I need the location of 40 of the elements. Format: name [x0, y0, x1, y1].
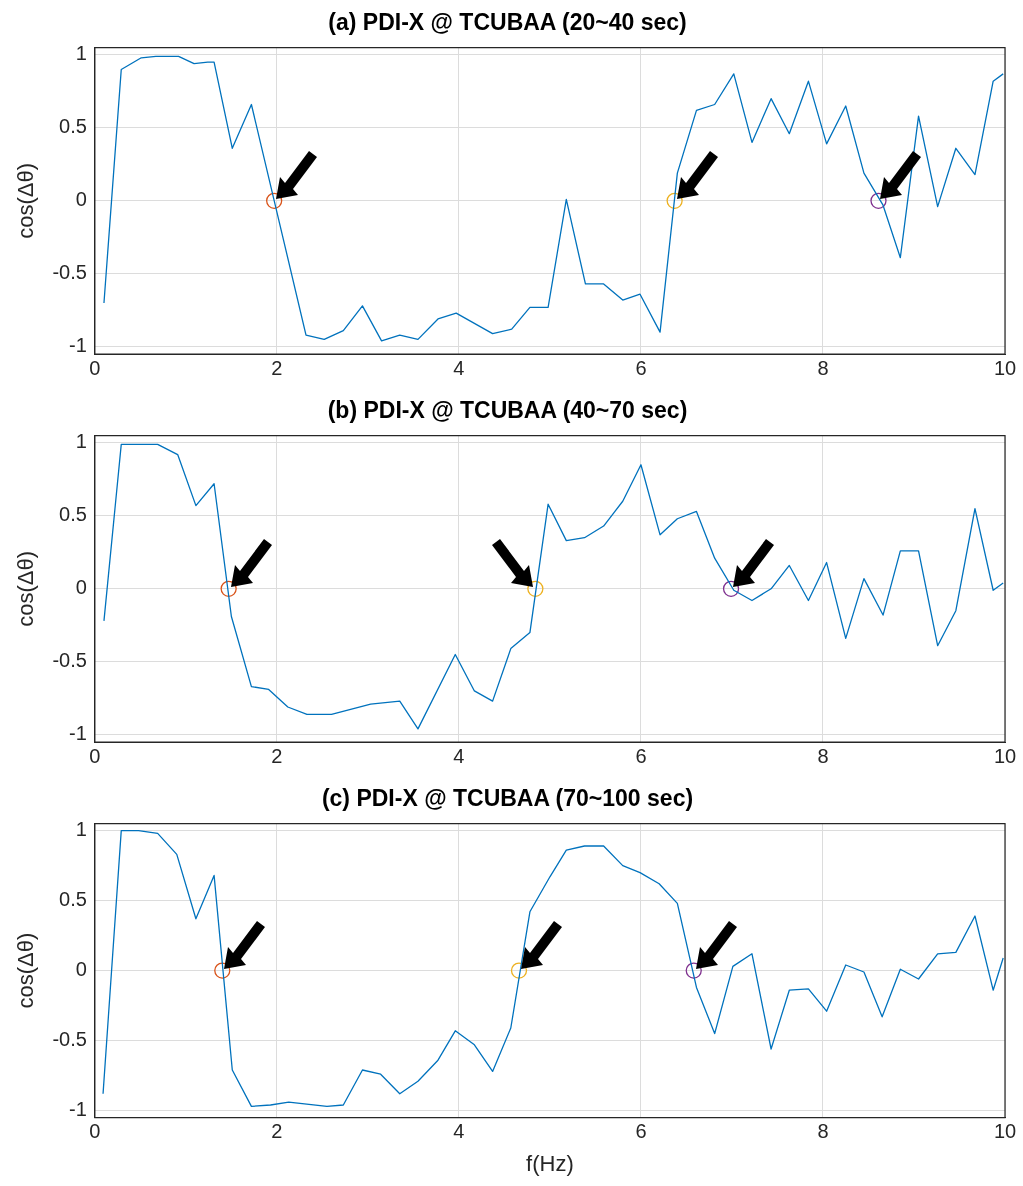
x-tick-label: 4 [453, 356, 465, 379]
y-tick-label: -1 [69, 722, 87, 745]
y-tick-label: -1 [69, 1098, 87, 1121]
x-tick-label: 6 [635, 744, 647, 767]
y-tick-label: 1 [75, 430, 87, 453]
x-tick-label: 8 [817, 1120, 829, 1143]
y-tick-label: 1 [75, 818, 87, 841]
y-axis-title: cos(Δθ) [13, 932, 39, 1009]
x-tick-label: 0 [89, 1120, 101, 1143]
x-tick-label: 0 [89, 356, 101, 379]
chart-title: (b) PDI-X @ TCUBAA (40~70 sec) [327, 397, 688, 424]
x-tick-label: 8 [817, 744, 829, 767]
y-tick-label: 0 [75, 576, 87, 599]
x-tick-label: 10 [993, 356, 1017, 379]
y-axis-title: cos(Δθ) [13, 162, 39, 239]
y-tick-label: -0.5 [52, 1028, 87, 1051]
y-tick-label: 0.5 [59, 888, 87, 911]
y-tick-label: 0 [75, 188, 87, 211]
y-tick-label: -1 [69, 334, 87, 357]
y-tick-label: -0.5 [52, 261, 87, 284]
x-tick-label: 4 [453, 1120, 465, 1143]
y-tick-label: 0.5 [59, 115, 87, 138]
x-tick-label: 2 [271, 356, 283, 379]
y-tick-label: 0 [75, 958, 87, 981]
x-tick-label: 4 [453, 744, 465, 767]
x-tick-label: 10 [993, 744, 1017, 767]
y-axis-title: cos(Δθ) [13, 550, 39, 627]
y-tick-label: 0.5 [59, 503, 87, 526]
x-tick-label: 2 [271, 744, 283, 767]
x-tick-label: 0 [89, 744, 101, 767]
x-tick-label: 6 [635, 356, 647, 379]
x-tick-label: 8 [817, 356, 829, 379]
x-tick-label: 6 [635, 1120, 647, 1143]
x-tick-label: 10 [993, 1120, 1017, 1143]
y-tick-label: 1 [75, 42, 87, 65]
chart-title: (a) PDI-X @ TCUBAA (20~40 sec) [328, 9, 687, 36]
chart-title: (c) PDI-X @ TCUBAA (70~100 sec) [321, 785, 694, 812]
x-axis-title: f(Hz) [526, 1150, 574, 1176]
x-tick-label: 2 [271, 1120, 283, 1143]
y-tick-label: -0.5 [52, 649, 87, 672]
